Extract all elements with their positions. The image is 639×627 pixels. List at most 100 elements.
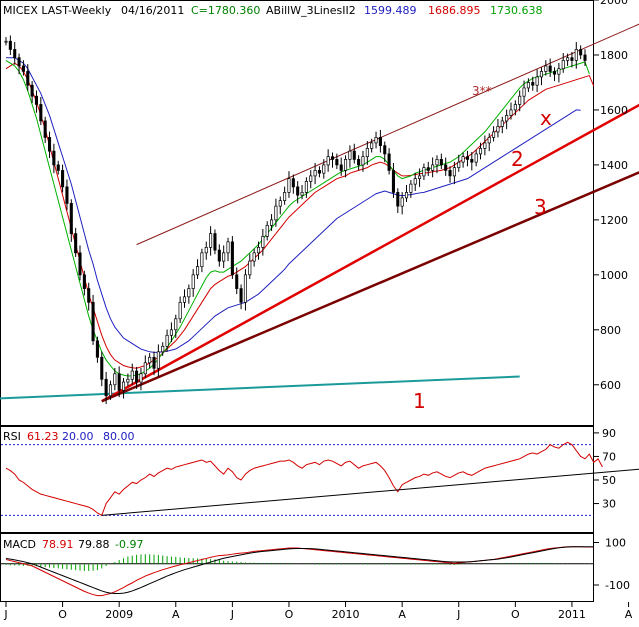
candle-body (174, 318, 178, 331)
candle-body (439, 159, 443, 166)
macd-series (5, 546, 595, 597)
candle-body (156, 351, 160, 369)
rsi-ytick-label: 70 (602, 450, 616, 463)
price-ytick-label: 1800 (600, 49, 628, 62)
macd-ytick-label: -100 (605, 579, 630, 592)
candle-body (21, 65, 25, 72)
candle-body (243, 274, 247, 303)
candle-body (278, 200, 282, 207)
candle-body (204, 247, 208, 254)
candle-body (574, 49, 578, 61)
candle-body (378, 137, 382, 147)
candle-body (552, 71, 557, 75)
candle-body (252, 252, 256, 262)
candle-body (487, 137, 491, 144)
study-line2-value: 1686.895 (428, 4, 481, 17)
rsi-ytick-label: 30 (602, 498, 616, 511)
candle-body (391, 170, 395, 193)
trendline (101, 171, 639, 403)
time-tick-label: J (3, 608, 7, 621)
time-tick-label: J (230, 608, 234, 621)
candle-body (526, 82, 530, 89)
candle-body (82, 274, 86, 289)
candle-body (65, 186, 69, 204)
price-ytick-label: 1600 (600, 104, 628, 117)
price-panel-frame (0, 0, 594, 426)
time-tick-label: 2011 (558, 608, 586, 621)
macd-signal-line (5, 546, 594, 594)
candle-body (404, 192, 409, 199)
price-ytick-label: 1200 (600, 214, 628, 227)
candle-body (300, 192, 304, 196)
time-tick-label: J (456, 608, 460, 621)
candle-body (561, 60, 565, 70)
rsi-high-level: 80.00 (103, 430, 135, 443)
candle-body (100, 356, 104, 380)
candle-body (583, 54, 587, 61)
candle-body (122, 381, 126, 391)
candle-body (470, 159, 474, 163)
marker-x-label: x (540, 106, 552, 130)
candle-body (309, 175, 313, 182)
candle-body (448, 170, 452, 177)
time-tick-label: O (285, 608, 294, 621)
candle-body (444, 164, 448, 171)
price-bars (4, 35, 587, 405)
candle-body (579, 49, 583, 56)
candle-body (226, 241, 230, 254)
candle-body (182, 296, 187, 303)
candle-body (152, 356, 156, 369)
candle-body (348, 150, 352, 160)
candle-body (187, 288, 191, 298)
candle-body (374, 137, 378, 144)
candle-body (113, 373, 117, 386)
candle-body (492, 131, 496, 138)
trendlines (0, 23, 639, 403)
price-ytick-label: 1000 (600, 269, 628, 282)
candle-body (248, 260, 252, 276)
time-tick-label: 2009 (105, 608, 133, 621)
time-tick-label: O (511, 608, 520, 621)
candle-body (431, 164, 435, 171)
trendline-1-label: 1 (413, 389, 426, 413)
candle-body (409, 183, 413, 193)
candle-body (422, 167, 426, 177)
price-ytick-label: 2000 (600, 0, 628, 7)
candle-body (239, 288, 243, 303)
chart-study-name: ABillW_3LinesII2 (266, 4, 356, 17)
candle-body (513, 104, 517, 111)
rsi-series (5, 441, 639, 517)
candle-body (483, 142, 487, 149)
price-ytick-label: 600 (600, 379, 621, 392)
chart-symbol: MICEX LAST-Weekly (3, 4, 112, 17)
candle-body (326, 156, 330, 166)
candle-body (396, 192, 400, 207)
trendline-2-label: 2 (511, 147, 524, 171)
trendline (101, 103, 639, 403)
candle-body (69, 203, 73, 234)
time-tick-label: O (58, 608, 67, 621)
macd-label: MACD (3, 538, 36, 551)
candle-body (400, 197, 404, 207)
candle-body (478, 148, 483, 155)
time-tick-label: A (625, 608, 633, 621)
candle-body (461, 156, 465, 163)
study-line1-value: 1599.489 (364, 4, 417, 17)
rsi-line (5, 441, 603, 517)
time-tick-label: 2010 (332, 608, 360, 621)
candle-body (61, 170, 65, 188)
candle-body (91, 301, 95, 342)
candle-body (191, 274, 195, 289)
candle-body (361, 156, 365, 166)
candle-body (217, 249, 221, 262)
candle-body (39, 104, 43, 122)
candle-body (261, 236, 265, 248)
candle-body (322, 164, 326, 174)
candle-body (230, 241, 234, 276)
candle-body (344, 159, 348, 171)
macd-signal-value: 79.88 (78, 538, 110, 551)
candle-body (365, 148, 369, 158)
time-axis-labels: J O 2009 A J O 2010 A J O 2011 A (3, 602, 633, 621)
candle-body (426, 167, 430, 171)
